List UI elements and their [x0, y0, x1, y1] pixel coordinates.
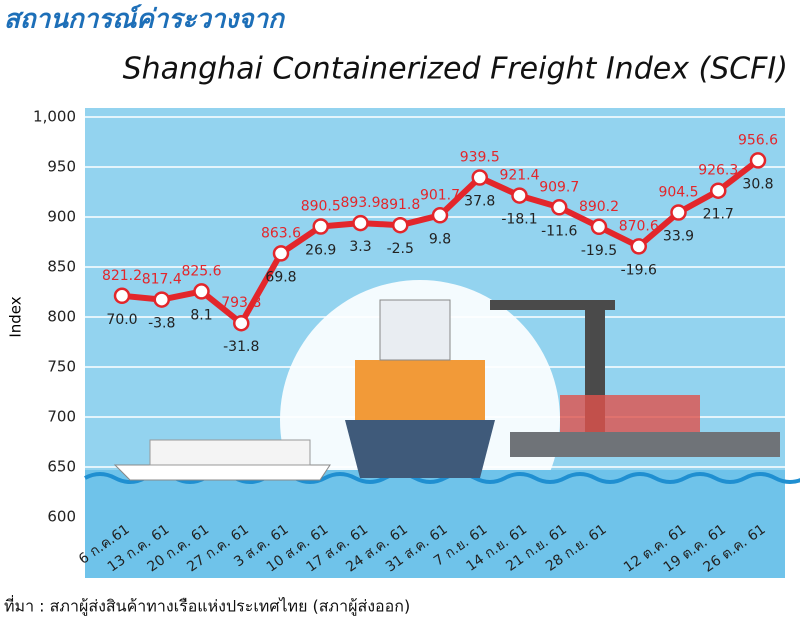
- y-tick-label: 600: [47, 508, 76, 526]
- data-point: [392, 216, 409, 234]
- pier: [510, 432, 780, 457]
- cargo-ship: [345, 420, 495, 478]
- change-label: -19.6: [621, 262, 657, 278]
- data-point: [471, 169, 488, 186]
- data-point: [233, 314, 250, 332]
- y-tick-label: 750: [47, 358, 76, 376]
- change-label: 9.8: [429, 231, 451, 247]
- value-label: 909.7: [539, 179, 579, 195]
- ship-bridge: [379, 299, 451, 361]
- containers: [355, 360, 485, 420]
- change-label: 70.0: [106, 312, 137, 328]
- change-label: -19.5: [581, 243, 617, 259]
- value-label: 939.5: [460, 150, 500, 166]
- value-label: 870.6: [619, 218, 659, 234]
- y-tick-label: 800: [47, 308, 76, 326]
- data-point: [710, 182, 727, 199]
- change-label: 8.1: [190, 307, 212, 323]
- change-label: -3.8: [148, 316, 175, 332]
- y-axis-label: Index: [7, 296, 25, 337]
- y-tick-label: 850: [47, 258, 76, 276]
- data-point: [352, 214, 369, 232]
- cruise-ship: [113, 464, 331, 481]
- value-label: 825.6: [181, 263, 221, 279]
- y-tick-label: 700: [47, 408, 76, 426]
- data-point: [511, 187, 528, 204]
- value-label: 793.8: [221, 295, 261, 311]
- value-label: 901.7: [420, 187, 460, 203]
- data-point: [431, 207, 449, 224]
- value-label: 890.2: [579, 199, 619, 215]
- change-label: 33.9: [663, 229, 694, 245]
- data-point: [272, 245, 290, 262]
- change-label: -11.6: [541, 223, 577, 239]
- change-label: -2.5: [387, 241, 414, 257]
- change-label: -18.1: [501, 212, 537, 228]
- value-label: 817.4: [142, 272, 182, 288]
- change-label: 26.9: [305, 243, 336, 259]
- change-label: 21.7: [703, 207, 734, 223]
- sea-decoration: [85, 470, 785, 578]
- value-label: 863.6: [261, 225, 301, 241]
- value-label: 904.5: [658, 185, 698, 201]
- change-label: 37.8: [464, 194, 495, 210]
- data-point: [749, 152, 767, 169]
- data-point: [113, 287, 131, 305]
- value-label: 921.4: [499, 168, 539, 184]
- value-label: 890.5: [301, 199, 341, 215]
- y-tick-label: 950: [47, 158, 76, 176]
- value-label: 821.2: [102, 268, 142, 284]
- change-label: -31.8: [223, 339, 259, 355]
- data-point: [590, 218, 608, 236]
- chart-subtitle: Shanghai Containerized Freight Index (SC…: [123, 52, 788, 87]
- y-tick-label: 1,000: [33, 108, 76, 126]
- data-point: [670, 204, 687, 221]
- data-point: [312, 218, 329, 235]
- change-label: 69.8: [265, 269, 296, 285]
- change-label: 30.8: [742, 176, 773, 192]
- y-tick-label: 900: [47, 208, 76, 226]
- value-label: 891.8: [380, 197, 420, 213]
- data-point: [630, 238, 647, 255]
- value-label: 893.9: [340, 195, 380, 211]
- source-note: ที่มา : สภาผู้ส่งสินค้าทางเรือแห่งประเทศ…: [4, 595, 410, 617]
- cruise-deck: [149, 439, 311, 466]
- y-tick-label: 650: [47, 458, 76, 476]
- data-point: [551, 199, 568, 216]
- value-label: 926.3: [698, 163, 738, 179]
- change-label: 3.3: [349, 239, 371, 255]
- value-label: 956.6: [738, 132, 778, 148]
- chart-title: สถานการณ์ค่าระวางจาก: [4, 4, 286, 35]
- data-point: [153, 291, 170, 308]
- pier-containers: [560, 395, 700, 432]
- data-point: [193, 283, 210, 300]
